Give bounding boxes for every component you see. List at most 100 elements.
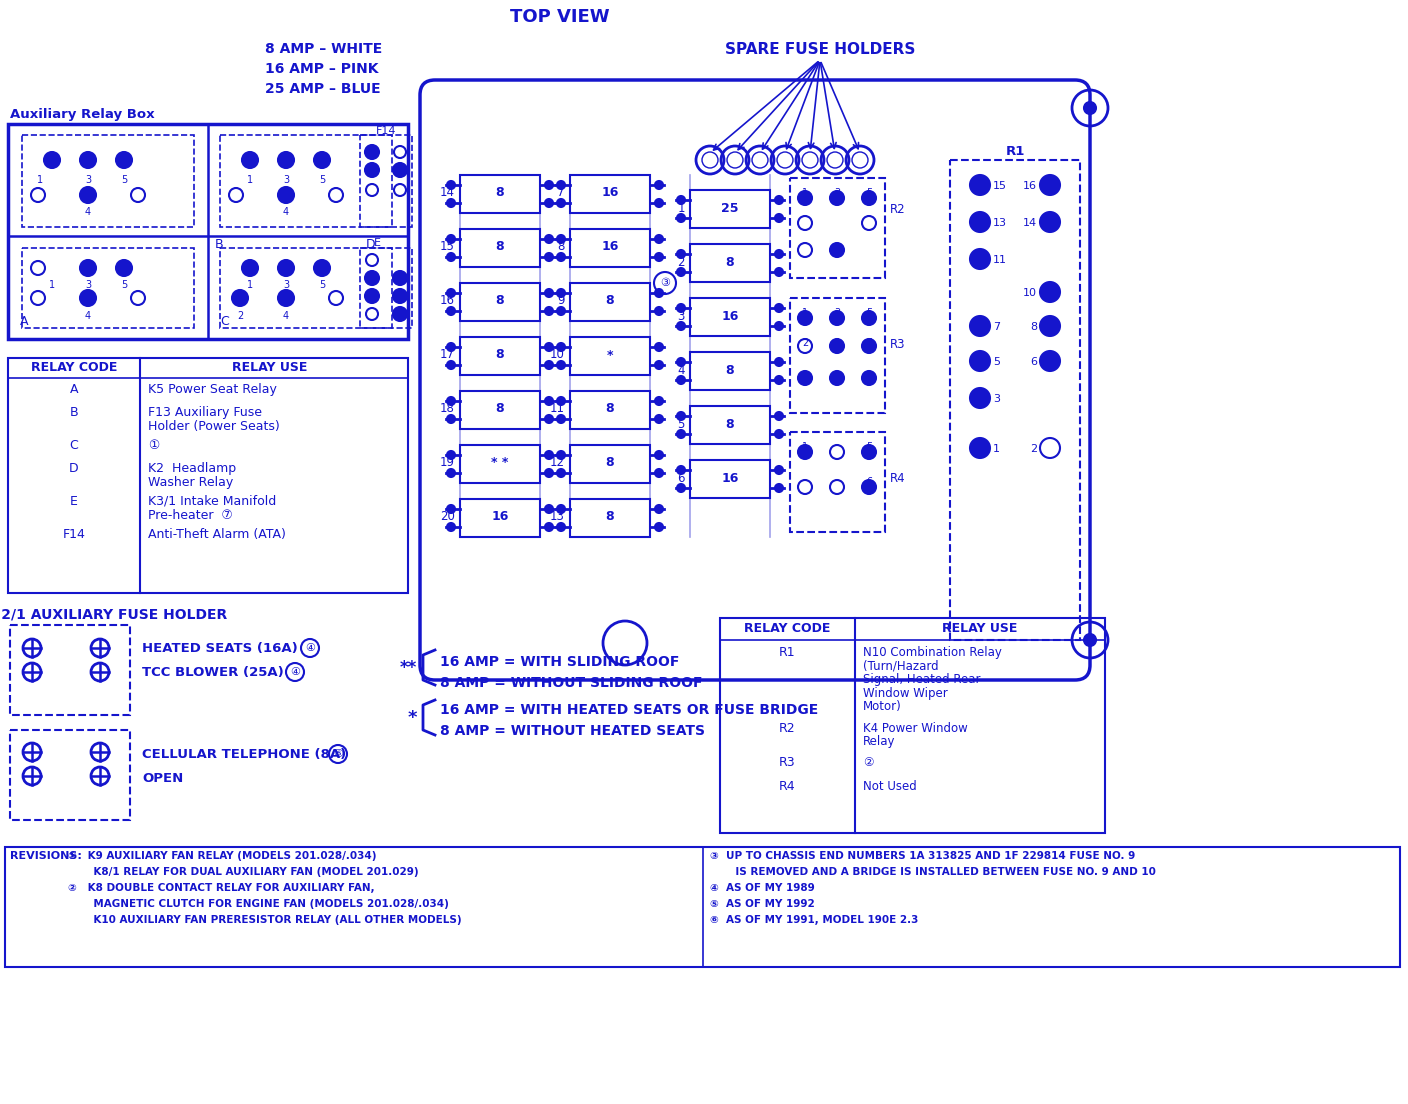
Circle shape <box>677 412 686 420</box>
Bar <box>950 160 1080 640</box>
Circle shape <box>1041 212 1060 232</box>
Circle shape <box>970 250 990 269</box>
Circle shape <box>862 311 876 325</box>
Circle shape <box>677 376 686 384</box>
Circle shape <box>558 415 565 423</box>
Circle shape <box>446 181 455 189</box>
Bar <box>570 499 650 537</box>
Text: 5: 5 <box>866 308 872 318</box>
Circle shape <box>558 181 565 189</box>
Circle shape <box>774 466 783 474</box>
Text: ⑥  AS OF MY 1991, MODEL 190E 2.3: ⑥ AS OF MY 1991, MODEL 190E 2.3 <box>710 915 918 925</box>
Circle shape <box>393 270 407 285</box>
Text: 4: 4 <box>84 208 92 217</box>
Bar <box>690 244 770 282</box>
Circle shape <box>545 235 553 243</box>
Circle shape <box>558 343 565 351</box>
Circle shape <box>798 371 812 385</box>
Text: IS REMOVED AND A BRIDGE IS INSTALLED BETWEEN FUSE NO. 9 AND 10: IS REMOVED AND A BRIDGE IS INSTALLED BET… <box>710 867 1156 877</box>
Text: R4: R4 <box>779 781 796 793</box>
Text: RELAY USE: RELAY USE <box>232 361 308 374</box>
Text: ④: ④ <box>290 667 300 677</box>
Text: 8: 8 <box>605 456 614 469</box>
Text: 3: 3 <box>834 308 841 318</box>
Bar <box>719 618 1105 834</box>
Bar <box>570 391 650 429</box>
Circle shape <box>446 253 455 261</box>
Circle shape <box>558 523 565 531</box>
Circle shape <box>115 261 132 276</box>
Text: 3: 3 <box>834 188 841 198</box>
Text: 6: 6 <box>866 477 872 487</box>
Text: 8: 8 <box>496 403 504 415</box>
Circle shape <box>1041 176 1060 195</box>
Bar <box>360 248 413 328</box>
Text: 8: 8 <box>1029 322 1038 332</box>
Bar <box>570 229 650 267</box>
Text: 16 AMP = WITH HEATED SEATS OR FUSE BRIDGE: 16 AMP = WITH HEATED SEATS OR FUSE BRIDG… <box>439 703 818 716</box>
Text: 3: 3 <box>283 176 289 185</box>
Bar <box>220 248 391 328</box>
Text: 1: 1 <box>49 280 55 290</box>
Circle shape <box>655 469 663 477</box>
Text: 6: 6 <box>677 471 686 485</box>
Text: REVISIONS:: REVISIONS: <box>10 851 82 861</box>
Circle shape <box>774 250 783 258</box>
Text: 15: 15 <box>441 241 455 254</box>
Text: R3: R3 <box>779 756 796 769</box>
Circle shape <box>862 445 876 459</box>
Bar <box>460 391 541 429</box>
Text: 16: 16 <box>439 295 455 308</box>
Circle shape <box>314 152 329 168</box>
Text: 5: 5 <box>866 188 872 198</box>
Circle shape <box>446 469 455 477</box>
Text: 18: 18 <box>441 403 455 415</box>
Bar <box>460 445 541 484</box>
Circle shape <box>446 235 455 243</box>
Text: 1: 1 <box>803 442 808 452</box>
Text: 16 AMP = WITH SLIDING ROOF: 16 AMP = WITH SLIDING ROOF <box>439 655 680 669</box>
Circle shape <box>1041 316 1060 336</box>
Circle shape <box>829 243 843 257</box>
Circle shape <box>545 397 553 405</box>
Text: 4: 4 <box>283 208 289 217</box>
Circle shape <box>970 351 990 371</box>
Text: 3: 3 <box>283 280 289 290</box>
Text: 1: 1 <box>803 188 808 198</box>
Bar <box>690 190 770 229</box>
Circle shape <box>393 289 407 302</box>
Bar <box>460 229 541 267</box>
Text: 25: 25 <box>721 202 739 214</box>
Text: ⑥: ⑥ <box>334 749 344 760</box>
Text: 2: 2 <box>237 311 244 321</box>
Bar <box>8 124 408 339</box>
Text: 16: 16 <box>491 510 508 523</box>
Text: Holder (Power Seats): Holder (Power Seats) <box>148 420 280 433</box>
Circle shape <box>970 176 990 195</box>
Circle shape <box>115 152 132 168</box>
Text: N10 Combination Relay: N10 Combination Relay <box>863 646 1002 659</box>
Bar <box>23 135 194 227</box>
Bar <box>690 352 770 390</box>
Text: 5: 5 <box>121 280 127 290</box>
Text: 1: 1 <box>246 176 253 185</box>
Circle shape <box>446 199 455 208</box>
Text: 10: 10 <box>551 349 565 361</box>
Text: 16: 16 <box>1024 181 1038 191</box>
Circle shape <box>44 152 61 168</box>
Text: 16: 16 <box>721 471 739 485</box>
Bar <box>10 730 130 820</box>
Text: Not Used: Not Used <box>863 781 917 793</box>
Text: 8 AMP – WHITE: 8 AMP – WHITE <box>265 42 382 56</box>
Circle shape <box>277 187 294 203</box>
Text: SPARE FUSE HOLDERS: SPARE FUSE HOLDERS <box>725 42 915 57</box>
Text: C: C <box>220 315 228 328</box>
Bar <box>460 499 541 537</box>
Text: 8: 8 <box>725 417 735 431</box>
Bar <box>790 432 886 532</box>
Text: * *: * * <box>491 456 508 469</box>
Circle shape <box>1041 351 1060 371</box>
Text: Anti-Theft Alarm (ATA): Anti-Theft Alarm (ATA) <box>148 528 286 541</box>
Text: 2: 2 <box>1029 444 1038 454</box>
Circle shape <box>677 304 686 312</box>
